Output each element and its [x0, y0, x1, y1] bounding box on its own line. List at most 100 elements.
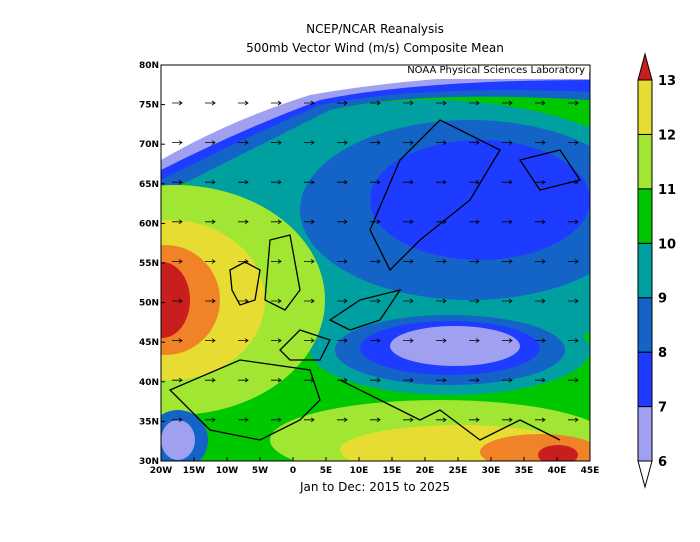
wind-arrow — [568, 259, 579, 264]
wind-arrow — [502, 338, 513, 343]
wind-arrow — [469, 377, 480, 383]
wind-arrow — [568, 417, 579, 423]
wind-arrow — [502, 377, 513, 383]
y-tick-label: 30N — [139, 457, 159, 467]
wind-arrow — [436, 298, 447, 304]
wind-arrow — [469, 338, 480, 343]
wind-vectors — [172, 100, 579, 423]
title: NCEP/NCAR Reanalysis — [306, 22, 444, 36]
wind-arrow — [271, 417, 282, 423]
wind-arrow — [238, 219, 249, 225]
wind-arrow — [172, 140, 183, 145]
x-tick-label: 35E — [515, 466, 534, 476]
credit: NOAA Physical Sciences Laboratory — [407, 65, 585, 76]
wind-arrow — [205, 338, 216, 343]
wind-arrow — [271, 219, 282, 225]
colorbar-label: 11 — [658, 183, 676, 198]
wind-arrow — [502, 417, 513, 423]
wind-arrow — [469, 179, 480, 185]
wind-arrow — [205, 417, 216, 423]
wind-arrow — [238, 338, 249, 343]
wind-arrow — [403, 100, 414, 106]
y-tick-label: 70N — [139, 140, 159, 150]
wind-arrow — [403, 377, 414, 383]
x-tick-label: 45E — [581, 466, 600, 476]
wind-arrow — [337, 140, 348, 145]
y-tick-label: 60N — [139, 219, 159, 229]
wind-arrow — [469, 259, 480, 264]
wind-arrow — [271, 259, 282, 264]
wind-arrow — [172, 377, 183, 383]
wind-arrow — [370, 417, 381, 423]
wind-arrow — [469, 219, 480, 225]
wind-arrow — [568, 377, 579, 383]
wind-arrow — [502, 259, 513, 264]
wind-arrow — [304, 100, 315, 106]
wind-arrow — [271, 377, 282, 383]
wind-arrow — [238, 377, 249, 383]
y-tick-label: 40N — [139, 378, 159, 388]
wind-arrow — [238, 298, 249, 304]
colorbar-band — [637, 188, 653, 244]
wind-arrow — [370, 179, 381, 185]
colorbar-label: 9 — [658, 292, 667, 307]
wind-arrow — [271, 298, 282, 304]
wind-arrow — [370, 259, 381, 264]
y-tick-label: 45N — [139, 338, 159, 348]
wind-field — [161, 65, 590, 461]
y-tick-label: 35N — [139, 417, 159, 427]
colorbar-extend-low — [637, 460, 653, 489]
wind-arrow — [337, 298, 348, 304]
wind-arrow — [403, 179, 414, 185]
wind-arrow — [172, 259, 183, 264]
wind-arrow — [469, 140, 480, 145]
wind-arrow — [172, 298, 183, 304]
wind-arrow — [568, 100, 579, 106]
wind-arrow — [172, 179, 183, 185]
wind-arrow — [403, 259, 414, 264]
wind-arrow — [370, 377, 381, 383]
wind-arrow — [304, 219, 315, 225]
colorbar-label: 6 — [658, 455, 667, 470]
wind-arrow — [304, 259, 315, 264]
wind-arrow — [271, 140, 282, 145]
wind-arrow — [568, 298, 579, 304]
wind-arrow — [370, 338, 381, 343]
wind-arrow — [172, 338, 183, 343]
colorbar-band — [637, 242, 653, 299]
wind-arrow — [436, 140, 447, 145]
wind-arrow — [436, 259, 447, 264]
wind-arrow — [535, 140, 546, 145]
colorbar-band — [637, 297, 653, 353]
wind-arrow — [205, 377, 216, 383]
wind-arrow — [370, 140, 381, 145]
wind-arrow — [172, 100, 183, 106]
subtitle: 500mb Vector Wind (m/s) Composite Mean — [246, 41, 504, 55]
x-tick-label: 10E — [350, 466, 369, 476]
colorbar-extend-high — [637, 52, 653, 81]
colorbar-label: 13 — [658, 74, 676, 89]
wind-arrow — [304, 298, 315, 304]
wind-arrow — [238, 179, 249, 185]
y-tick-label: 55N — [139, 259, 159, 269]
wind-arrow — [304, 338, 315, 343]
y-tick-label: 75N — [139, 101, 159, 111]
colorbar-label: 8 — [658, 346, 667, 361]
wind-arrow — [535, 259, 546, 264]
wind-arrow — [337, 417, 348, 423]
x-tick-label: 5E — [320, 466, 332, 476]
x-tick-label: 30E — [482, 466, 501, 476]
wind-arrow — [337, 259, 348, 264]
wind-arrow — [568, 140, 579, 145]
wind-arrow — [370, 100, 381, 106]
wind-arrow — [403, 417, 414, 423]
wind-arrow — [304, 179, 315, 185]
wind-arrow — [403, 338, 414, 343]
wind-arrow — [469, 298, 480, 304]
wind-arrow — [304, 140, 315, 145]
wind-arrow — [337, 377, 348, 383]
wind-arrow — [436, 338, 447, 343]
wind-arrow — [436, 100, 447, 106]
